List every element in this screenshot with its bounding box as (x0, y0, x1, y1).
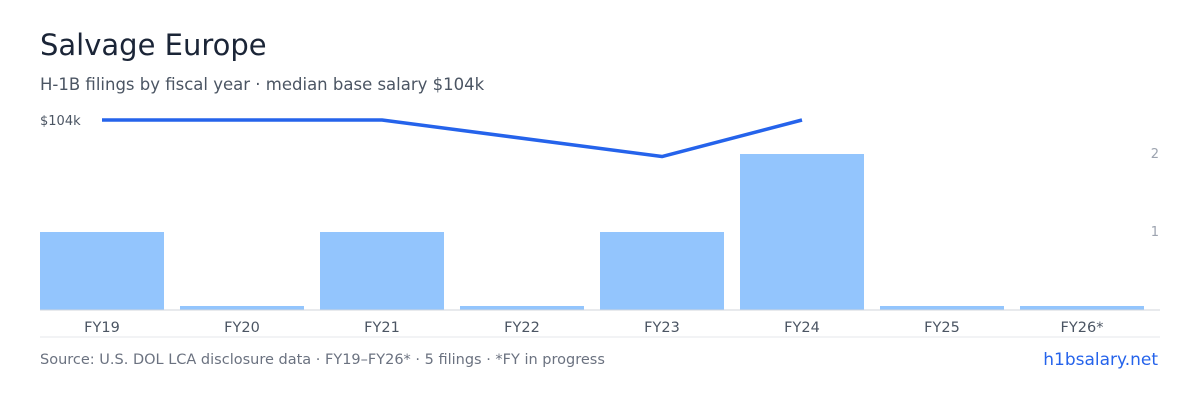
bar-fy24[interactable] (740, 154, 864, 310)
x-tick-label: FY19 (84, 320, 120, 336)
x-tick-label: FY24 (784, 320, 820, 336)
brand-link[interactable]: h1bsalary.net (1043, 350, 1158, 370)
bar-fy22[interactable] (460, 306, 584, 310)
source-note: Source: U.S. DOL LCA disclosure data · F… (40, 352, 605, 368)
x-tick-label: FY22 (504, 320, 540, 336)
bar-fy20[interactable] (180, 306, 304, 310)
bar-fy19[interactable] (40, 232, 164, 310)
y-tick-labels: 1 2 $104k (40, 114, 1159, 240)
bar-fy25[interactable] (880, 306, 1004, 310)
bar-fy26-inprogress[interactable] (1020, 306, 1144, 310)
y-right-tick-label: 1 (1151, 225, 1159, 240)
salary-line-layer (102, 118, 803, 159)
x-tick-label: FY20 (224, 320, 260, 336)
chart-title: Salvage Europe (40, 28, 267, 62)
salary-line (102, 118, 803, 159)
bar-fy23[interactable] (600, 232, 724, 310)
y-right-tick-label: 2 (1151, 147, 1159, 162)
x-tick-label: FY21 (364, 320, 400, 336)
x-tick-labels: FY19 FY20 FY21 FY22 FY23 FY24 FY25 FY26* (84, 320, 1103, 336)
chart-subtitle: H-1B filings by fiscal year · median bas… (40, 75, 485, 94)
y-left-tick-label: $104k (40, 114, 81, 129)
x-tick-label: FY25 (924, 320, 960, 336)
x-tick-label: FY26* (1061, 320, 1104, 336)
x-tick-label: FY23 (644, 320, 680, 336)
bar-fy21[interactable] (320, 232, 444, 310)
bar-group (40, 154, 1144, 310)
